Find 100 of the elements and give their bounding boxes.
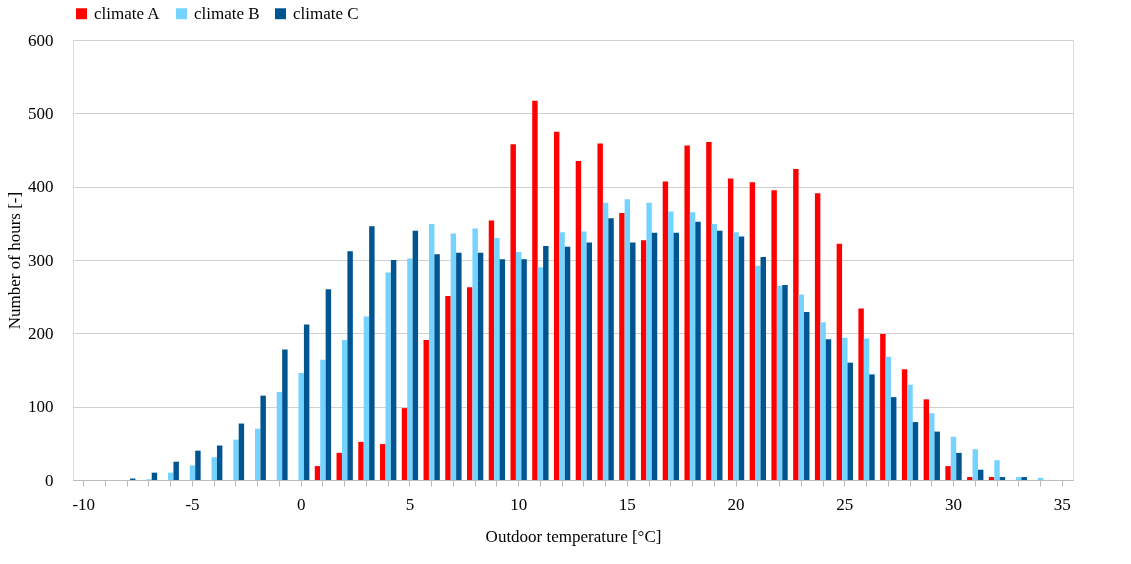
bar [298,372,304,480]
x-tick-label: 35 [1053,494,1071,514]
bar [521,259,527,480]
bar [608,218,614,480]
bar [1021,477,1027,480]
bar [412,230,419,480]
bar [640,240,647,480]
bar [358,441,364,480]
bar [923,399,930,480]
x-tick-label: -5 [185,494,200,514]
bar [380,444,386,480]
y-axis-title: Number of hours [-] [5,191,24,330]
bar [820,322,826,480]
bar [472,228,478,480]
bar [336,452,342,480]
bar [624,199,631,480]
bar [467,287,473,480]
bar [456,252,462,480]
bar [869,374,875,480]
bar [945,466,951,480]
bar [282,349,288,480]
bar [586,242,593,480]
bar [825,339,832,480]
legend-label: climate A [94,3,161,23]
bar [363,316,370,480]
bar [662,181,669,480]
bar [934,431,940,480]
y-tick-label: 400 [28,177,54,197]
bar [510,144,516,480]
bar [842,337,848,480]
bar [863,338,870,480]
bar [434,254,440,480]
bar [814,193,821,480]
bar [532,100,538,480]
bar [303,324,310,480]
bar [727,178,734,480]
bar [445,295,451,480]
bar [543,246,549,480]
bar [423,339,429,480]
bar [776,285,783,480]
bar [407,258,413,480]
bar [630,242,636,480]
x-tick-label: 15 [618,494,636,514]
bar [684,145,690,480]
bar [189,465,196,480]
bar [804,312,810,480]
bar [988,477,995,480]
bar [972,449,978,480]
bar [515,251,522,480]
bar [782,284,788,480]
legend-label: climate B [194,3,260,23]
bar [385,272,391,480]
x-tick-label: 30 [945,494,963,514]
bar [717,230,723,480]
bar [238,423,245,480]
x-tick-label: -10 [72,494,96,514]
bar [450,233,457,480]
bar [341,339,348,480]
bar [602,202,609,480]
bar [901,369,908,480]
x-axis-title: Outdoor temperature [°C] [485,526,662,546]
bar [390,260,397,480]
bar [619,213,625,480]
bar [651,232,658,480]
bar [793,169,799,480]
x-tick-label: 10 [510,494,528,514]
bar [494,238,500,480]
bar [477,252,484,480]
bar [428,224,435,480]
bar [880,334,886,480]
y-tick-label: 300 [28,250,54,270]
bar [956,452,962,480]
bar [564,246,571,480]
x-tick-label: 20 [727,494,745,514]
bar [749,182,756,480]
bar [575,161,582,480]
bar [858,308,864,480]
bar [673,232,679,480]
bar [711,224,718,480]
y-tick-label: 600 [28,30,54,50]
bar [646,202,652,480]
bar [369,226,375,480]
bar [499,259,506,480]
bar [216,445,223,480]
bar [929,413,935,480]
x-tick-label: 25 [836,494,854,514]
bar [706,141,712,480]
bar [211,457,217,480]
bar [891,397,897,480]
bar [847,362,853,480]
bar [597,143,603,480]
bar [760,257,766,480]
bar [1016,477,1022,480]
bar [994,460,1000,480]
legend-label: climate C [293,3,359,23]
bar [537,267,544,480]
bar [967,477,973,480]
y-tick-label: 0 [45,470,54,490]
y-tick-label: 200 [28,323,54,343]
bar [912,422,919,480]
